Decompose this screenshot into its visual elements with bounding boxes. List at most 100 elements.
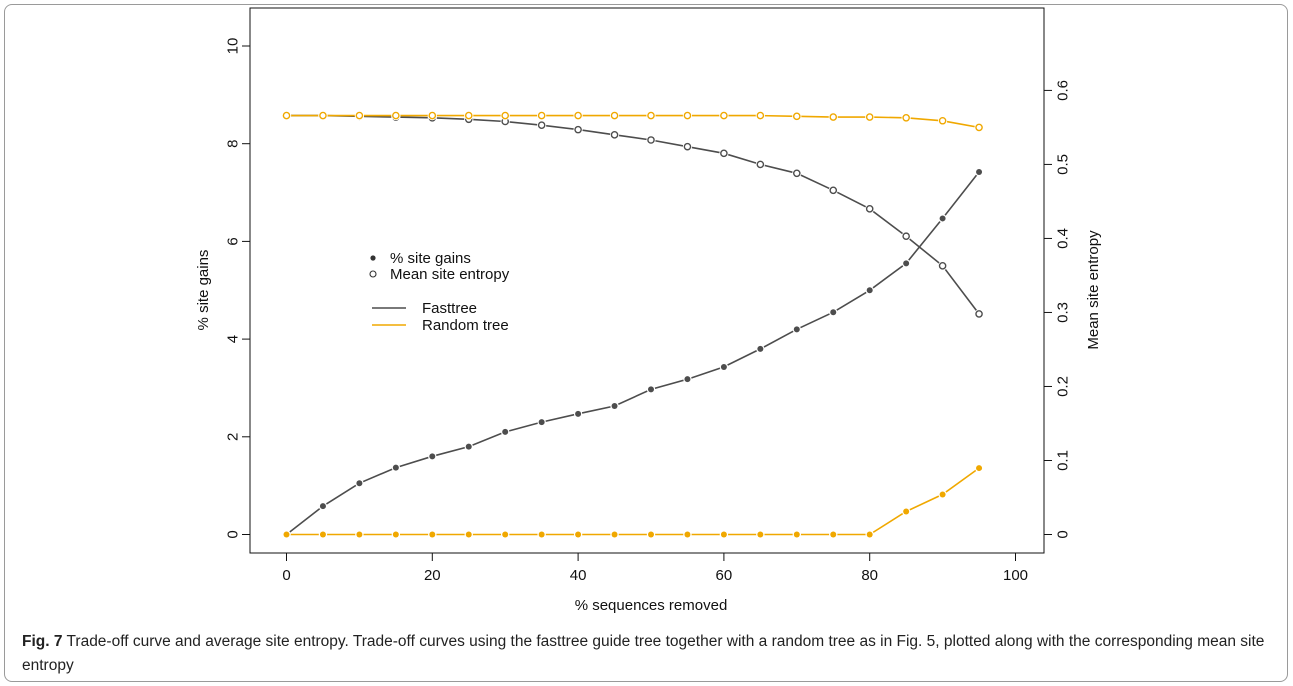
data-point <box>610 111 619 120</box>
data-point <box>502 531 509 538</box>
figure-label: Fig. 7 <box>22 633 63 650</box>
y2-tick-label: 0.1 <box>1055 450 1072 471</box>
data-point <box>720 111 728 120</box>
data-point <box>866 287 873 294</box>
data-point <box>829 186 838 195</box>
plot-box <box>249 7 1045 554</box>
data-point <box>538 419 545 426</box>
data-point <box>648 386 654 393</box>
x-tick-label: 60 <box>716 567 733 584</box>
series-points <box>281 110 984 539</box>
data-point <box>392 111 400 120</box>
data-point <box>975 310 983 318</box>
data-point <box>428 111 437 120</box>
y-tick-label: 0 <box>225 530 242 538</box>
data-point <box>902 232 910 241</box>
series-lines <box>286 114 980 536</box>
data-point <box>684 376 691 383</box>
x-tick-label: 0 <box>282 567 290 584</box>
data-point <box>648 531 654 538</box>
legend-marker <box>369 270 377 278</box>
data-point <box>574 111 582 120</box>
y2-tick-label: 0.6 <box>1055 80 1072 101</box>
data-point <box>756 111 765 120</box>
y-tick-label: 10 <box>225 38 242 55</box>
data-point <box>356 480 363 487</box>
data-point <box>830 531 837 538</box>
data-point <box>465 443 472 450</box>
data-point <box>282 111 291 120</box>
data-point <box>865 113 874 121</box>
data-point <box>501 111 510 120</box>
legend-label: Mean site entropy <box>390 266 510 283</box>
data-point <box>319 503 326 510</box>
x-axis-label: % sequences removed <box>575 597 728 614</box>
data-point <box>502 428 509 435</box>
data-point <box>793 326 800 333</box>
data-point <box>975 123 983 132</box>
data-point <box>319 531 326 538</box>
data-point <box>610 131 619 139</box>
data-point <box>684 531 691 538</box>
series-line-0 <box>286 171 980 536</box>
x-tick-label: 100 <box>1003 567 1028 584</box>
legend-marker <box>370 255 376 261</box>
legend-label: Fasttree <box>422 300 477 317</box>
data-point <box>574 125 582 134</box>
data-point <box>793 531 800 538</box>
data-point <box>538 531 545 538</box>
x-tick-label: 20 <box>424 567 441 584</box>
data-point <box>938 262 947 270</box>
data-point <box>429 531 436 538</box>
data-point <box>976 169 983 176</box>
data-point <box>938 116 947 125</box>
y2-tick-label: 0.5 <box>1055 154 1072 175</box>
data-point <box>720 363 727 370</box>
data-point <box>830 309 837 316</box>
y2-tick-label: 0.2 <box>1055 376 1072 397</box>
data-point <box>611 531 618 538</box>
axes: 0 20 40 60 80 100 % sequences removed 0 2 4 6 8 10 % … <box>195 7 1102 614</box>
data-point <box>757 531 764 538</box>
data-point <box>392 464 399 471</box>
chart: 0 20 40 60 80 100 % sequences removed 0 2 4 6 8 10 % … <box>195 7 1102 614</box>
data-point <box>356 531 363 538</box>
data-point <box>647 111 655 120</box>
y-tick-label: 6 <box>225 237 242 245</box>
data-point <box>355 111 364 120</box>
data-point <box>939 215 946 222</box>
legend-label: Random tree <box>422 317 509 334</box>
data-point <box>865 205 874 213</box>
data-point <box>829 113 838 121</box>
data-point <box>903 260 910 267</box>
y2-tick-label: 0.4 <box>1055 228 1072 249</box>
data-point <box>720 531 727 538</box>
data-point <box>283 531 290 538</box>
y2-axis-label: Mean site entropy <box>1085 230 1102 350</box>
data-point <box>464 111 473 120</box>
y-tick-label: 8 <box>225 140 242 148</box>
data-point <box>683 142 692 151</box>
data-point <box>429 453 436 460</box>
data-point <box>647 136 655 144</box>
y-tick-label: 2 <box>225 433 242 441</box>
series-line-3 <box>286 114 980 129</box>
data-point <box>575 410 582 417</box>
x-tick-label: 80 <box>861 567 878 584</box>
data-point <box>903 508 910 515</box>
data-point <box>866 531 873 538</box>
data-point <box>537 111 546 120</box>
figure-frame <box>4 4 1288 682</box>
series-line-1 <box>286 467 980 536</box>
series-line-2 <box>286 114 980 315</box>
data-point <box>939 491 946 498</box>
data-point <box>902 113 910 122</box>
data-point <box>392 531 399 538</box>
y2-tick-label: 0 <box>1055 530 1072 538</box>
data-point <box>683 111 692 120</box>
figure-caption: Fig. 7 Trade-off curve and average site … <box>22 630 1272 678</box>
data-point <box>319 111 327 120</box>
y-axis-label: % site gains <box>195 250 212 331</box>
data-point <box>793 169 801 178</box>
